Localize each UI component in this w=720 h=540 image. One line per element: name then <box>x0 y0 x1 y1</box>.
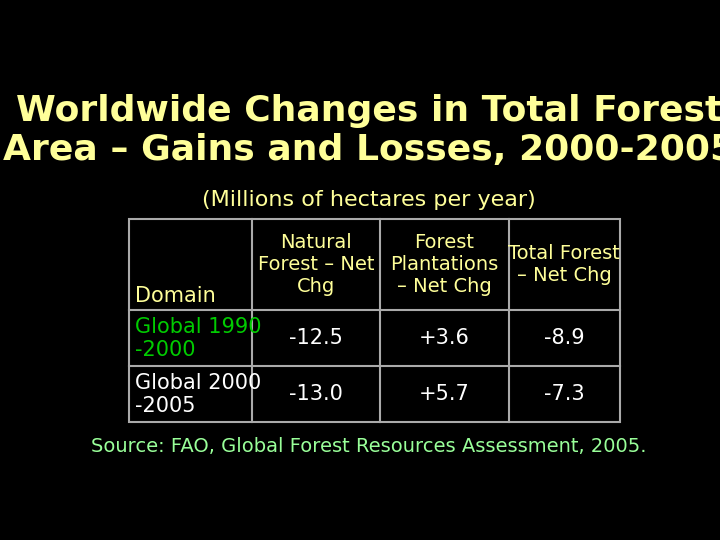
Text: Source: FAO, Global Forest Resources Assessment, 2005.: Source: FAO, Global Forest Resources Ass… <box>91 437 647 456</box>
Text: -13.0: -13.0 <box>289 384 343 404</box>
Text: Domain: Domain <box>135 286 215 306</box>
Text: Natural
Forest – Net
Chg: Natural Forest – Net Chg <box>258 233 374 296</box>
Text: +3.6: +3.6 <box>419 328 469 348</box>
Text: -7.3: -7.3 <box>544 384 585 404</box>
Text: -12.5: -12.5 <box>289 328 343 348</box>
Text: -8.9: -8.9 <box>544 328 585 348</box>
Text: Forest
Plantations
– Net Chg: Forest Plantations – Net Chg <box>390 233 498 296</box>
Text: Global 2000
-2005: Global 2000 -2005 <box>135 373 261 416</box>
Text: Global 1990
-2000: Global 1990 -2000 <box>135 316 261 360</box>
Text: Worldwide Changes in Total Forest
Area – Gains and Losses, 2000-2005: Worldwide Changes in Total Forest Area –… <box>3 94 720 167</box>
Text: +5.7: +5.7 <box>419 384 469 404</box>
Text: Total Forest
– Net Chg: Total Forest – Net Chg <box>508 244 620 285</box>
Text: (Millions of hectares per year): (Millions of hectares per year) <box>202 190 536 210</box>
